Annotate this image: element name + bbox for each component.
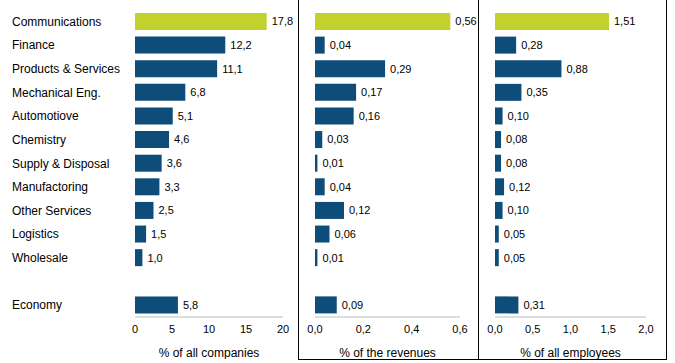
svg-text:0,31: 0,31 — [523, 299, 544, 311]
svg-text:5: 5 — [169, 323, 175, 335]
svg-text:Chemistry: Chemistry — [12, 133, 66, 147]
svg-text:% of all employees: % of all employees — [520, 346, 621, 359]
svg-text:0,17: 0,17 — [361, 86, 382, 98]
svg-text:0,28: 0,28 — [521, 39, 542, 51]
svg-text:Automotiove: Automotiove — [12, 109, 79, 123]
svg-text:11,1: 11,1 — [222, 63, 243, 75]
svg-text:0,01: 0,01 — [322, 252, 343, 264]
svg-text:Wholesale: Wholesale — [12, 251, 68, 265]
svg-text:2,5: 2,5 — [159, 204, 174, 216]
svg-text:% of the revenues: % of the revenues — [339, 346, 436, 359]
svg-text:0,6: 0,6 — [452, 323, 467, 335]
svg-text:Other Services: Other Services — [12, 204, 91, 218]
svg-text:0,05: 0,05 — [504, 228, 525, 240]
svg-text:12,2: 12,2 — [230, 39, 251, 51]
svg-text:Manufactoring: Manufactoring — [12, 180, 88, 194]
svg-text:3,6: 3,6 — [167, 157, 182, 169]
svg-text:0,10: 0,10 — [508, 110, 529, 122]
svg-text:0,4: 0,4 — [404, 323, 419, 335]
svg-text:Economy: Economy — [12, 298, 62, 312]
svg-text:0,29: 0,29 — [390, 63, 411, 75]
svg-text:Communications: Communications — [12, 15, 101, 29]
svg-text:0,88: 0,88 — [566, 63, 587, 75]
svg-text:17,8: 17,8 — [272, 15, 293, 27]
svg-text:Products & Services: Products & Services — [12, 62, 120, 76]
svg-text:0,2: 0,2 — [356, 323, 371, 335]
svg-text:0,12: 0,12 — [349, 204, 370, 216]
svg-text:1,5: 1,5 — [601, 323, 616, 335]
svg-text:0,56: 0,56 — [455, 15, 476, 27]
svg-text:0,35: 0,35 — [526, 86, 547, 98]
svg-text:5,1: 5,1 — [178, 110, 193, 122]
svg-text:10: 10 — [203, 323, 215, 335]
svg-text:1,0: 1,0 — [147, 252, 162, 264]
svg-text:0,05: 0,05 — [504, 252, 525, 264]
svg-text:Mechanical Eng.: Mechanical Eng. — [12, 86, 101, 100]
svg-text:2,0: 2,0 — [638, 323, 653, 335]
svg-text:0,16: 0,16 — [359, 110, 380, 122]
svg-text:5,8: 5,8 — [183, 299, 198, 311]
svg-text:0,5: 0,5 — [525, 323, 540, 335]
svg-text:0,09: 0,09 — [342, 299, 363, 311]
svg-text:20: 20 — [277, 323, 289, 335]
svg-text:0,0: 0,0 — [307, 323, 322, 335]
svg-text:0,08: 0,08 — [506, 133, 527, 145]
svg-text:0,03: 0,03 — [327, 133, 348, 145]
svg-text:0: 0 — [132, 323, 138, 335]
svg-text:0,0: 0,0 — [487, 323, 502, 335]
svg-text:% of all companies: % of all companies — [159, 346, 260, 359]
svg-text:Finance: Finance — [12, 38, 55, 52]
svg-text:6,8: 6,8 — [190, 86, 205, 98]
svg-text:0,08: 0,08 — [506, 157, 527, 169]
svg-text:3,3: 3,3 — [164, 181, 179, 193]
svg-text:1,0: 1,0 — [563, 323, 578, 335]
svg-text:15: 15 — [240, 323, 252, 335]
svg-text:Logistics: Logistics — [12, 227, 59, 241]
svg-text:4,6: 4,6 — [174, 133, 189, 145]
svg-text:0,12: 0,12 — [509, 181, 530, 193]
svg-text:0,10: 0,10 — [508, 204, 529, 216]
svg-text:1,51: 1,51 — [614, 15, 635, 27]
svg-text:0,04: 0,04 — [330, 39, 351, 51]
svg-text:0,01: 0,01 — [322, 157, 343, 169]
svg-text:0,06: 0,06 — [335, 228, 356, 240]
svg-text:0,04: 0,04 — [330, 181, 351, 193]
svg-text:Supply & Disposal: Supply & Disposal — [12, 157, 109, 171]
svg-text:1,5: 1,5 — [151, 228, 166, 240]
